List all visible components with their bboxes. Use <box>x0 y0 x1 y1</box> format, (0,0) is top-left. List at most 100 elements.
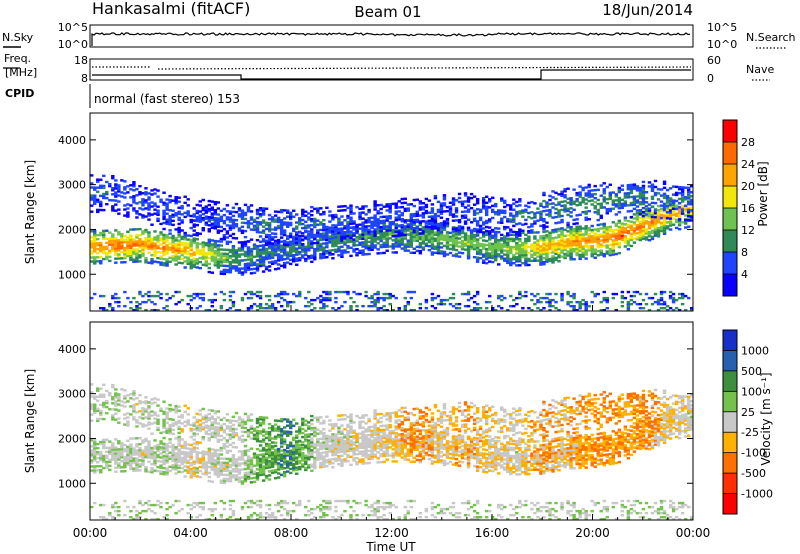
power-cell <box>563 200 567 203</box>
power-cell <box>174 263 178 266</box>
velocity-cell <box>174 499 178 503</box>
power-cell <box>584 210 588 213</box>
power-cell <box>494 256 498 260</box>
power-cell <box>656 214 661 218</box>
power-cell <box>138 184 142 188</box>
power-cell <box>602 226 606 230</box>
power-cell <box>90 246 94 249</box>
velocity-cell <box>132 416 136 419</box>
power-cell <box>340 253 344 257</box>
power-cell <box>590 300 594 304</box>
power-cell <box>156 236 160 240</box>
power-cell <box>668 211 673 214</box>
power-cell <box>566 187 570 190</box>
power-cell <box>623 202 628 205</box>
power-cell <box>542 260 546 264</box>
power-cell <box>409 239 414 242</box>
power-cell <box>373 240 377 243</box>
power-cell <box>177 247 181 250</box>
power-cell <box>490 236 495 240</box>
power-cell <box>358 227 362 230</box>
velocity-cell <box>93 453 97 456</box>
power-cell <box>129 250 133 254</box>
power-cell <box>319 294 323 298</box>
power-cell <box>430 251 435 254</box>
power-cell <box>503 235 507 238</box>
power-cell <box>454 254 459 258</box>
power-cell <box>192 292 196 296</box>
power-cell <box>340 237 344 240</box>
power-cell <box>466 208 471 211</box>
power-cell <box>436 235 441 239</box>
velocity-cell <box>165 443 169 446</box>
power-cell <box>632 227 637 230</box>
power-cell <box>448 209 453 213</box>
power-cell <box>560 241 564 244</box>
power-cell <box>421 246 426 249</box>
power-cell <box>581 253 585 256</box>
power-cell <box>635 226 640 229</box>
power-cell <box>138 191 142 194</box>
power-cell <box>671 209 676 212</box>
power-cell <box>292 229 296 233</box>
power-cell <box>617 237 622 241</box>
power-cell <box>512 257 516 261</box>
power-cell <box>683 186 688 189</box>
power-cell <box>355 251 359 255</box>
power-cell <box>322 296 326 300</box>
power-cell <box>358 213 362 217</box>
power-cell <box>581 255 585 258</box>
power-cell <box>298 242 302 246</box>
power-cell <box>605 208 609 211</box>
power-cell <box>108 241 112 244</box>
power-cell <box>527 257 531 261</box>
power-cell <box>210 255 215 258</box>
power-cell <box>310 260 314 264</box>
power-cell <box>99 255 103 259</box>
power-cell <box>481 243 486 246</box>
power-cell <box>171 234 175 238</box>
velocity-cell <box>123 397 127 400</box>
power-cell <box>141 232 145 235</box>
velocity-cell <box>123 457 127 461</box>
power-cell <box>680 296 685 300</box>
velocity-cell <box>186 447 190 450</box>
power-cell <box>343 233 347 236</box>
power-cell <box>512 198 516 201</box>
power-cell <box>237 241 242 244</box>
power-cell <box>539 216 543 220</box>
power-cell <box>427 232 432 236</box>
power-cell <box>373 206 377 209</box>
power-cell <box>566 221 570 225</box>
power-cell <box>132 181 136 184</box>
power-cell <box>319 221 323 224</box>
power-cell <box>554 221 558 225</box>
power-cell <box>364 240 368 244</box>
power-cell <box>451 232 456 235</box>
power-cell <box>527 205 531 209</box>
power-cell <box>96 178 100 181</box>
power-cell <box>310 308 314 312</box>
velocity-cell <box>102 438 106 442</box>
power-cell <box>677 191 682 195</box>
power-cell <box>310 209 314 213</box>
power-cell <box>150 189 154 192</box>
power-cell <box>415 226 420 230</box>
power-cell <box>292 235 296 239</box>
power-cell <box>533 222 537 225</box>
velocity-cell <box>183 443 187 446</box>
velocity-cell <box>120 454 124 457</box>
velocity-cell <box>180 470 184 474</box>
power-cell <box>545 296 549 300</box>
power-cell <box>225 218 230 221</box>
power-cell <box>475 238 480 241</box>
power-cell <box>578 185 582 188</box>
power-cell <box>337 235 341 239</box>
velocity-cell <box>117 440 121 443</box>
power-cell <box>551 261 555 264</box>
power-cell <box>144 228 148 232</box>
velocity-cell <box>141 503 145 507</box>
power-cell <box>150 239 154 243</box>
power-cell <box>620 234 625 237</box>
power-cell <box>207 248 211 252</box>
